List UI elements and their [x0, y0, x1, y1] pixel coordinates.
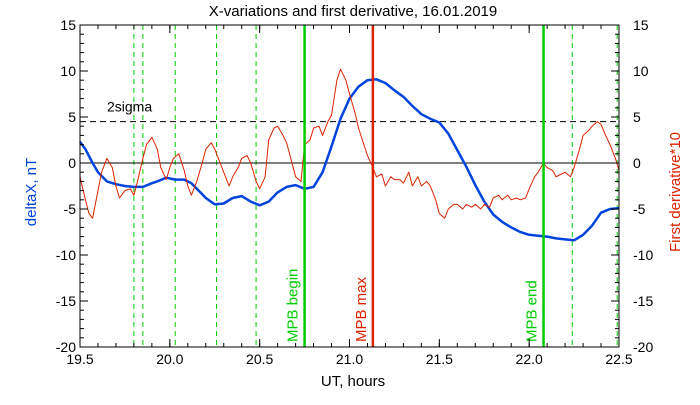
y-left-tick-label: 0: [68, 155, 76, 171]
deltax-series-line: [78, 78, 620, 242]
y-left-tick-label: 5: [68, 109, 76, 125]
threshold-label: 2sigma: [107, 99, 152, 115]
y-right-tick-label: -5: [633, 201, 646, 217]
y-right-tick-label: -20: [633, 339, 653, 355]
x-tick-label: 22.0: [516, 351, 543, 367]
y-right-tick-label: 5: [633, 109, 641, 125]
x-tick-label: 22.5: [605, 351, 632, 367]
y-right-tick-label: 0: [633, 155, 641, 171]
y-left-tick-label: -15: [56, 293, 76, 309]
y-right-tick-label: 10: [633, 63, 649, 79]
y-right-axis-label: First derivative*10: [667, 132, 684, 252]
y-left-tick-label: -10: [56, 247, 76, 263]
marker-label: MPB max: [353, 276, 370, 342]
y-left-tick-label: 15: [60, 17, 76, 33]
y-right-tick-label: 15: [633, 17, 649, 33]
x-axis-label: UT, hours: [321, 373, 385, 390]
x-tick-label: 19.5: [66, 351, 93, 367]
marker-label: MPB begin: [285, 269, 302, 342]
y-left-axis-label: deltaX, nT: [23, 158, 40, 226]
derivative-series-line: [79, 68, 620, 219]
y-left-tick-label: -5: [64, 201, 77, 217]
y-left-tick-label: 10: [60, 63, 76, 79]
x-tick-label: 21.0: [336, 351, 363, 367]
y-right-tick-label: -15: [633, 293, 653, 309]
x-tick-label: 21.5: [426, 351, 453, 367]
x-tick-label: 20.5: [246, 351, 273, 367]
chart-title: X-variations and first derivative, 16.01…: [209, 3, 498, 20]
y-left-tick-label: -20: [56, 339, 76, 355]
marker-label: MPB end: [524, 280, 541, 342]
x-tick-label: 20.0: [156, 351, 183, 367]
y-right-tick-label: -10: [633, 247, 653, 263]
